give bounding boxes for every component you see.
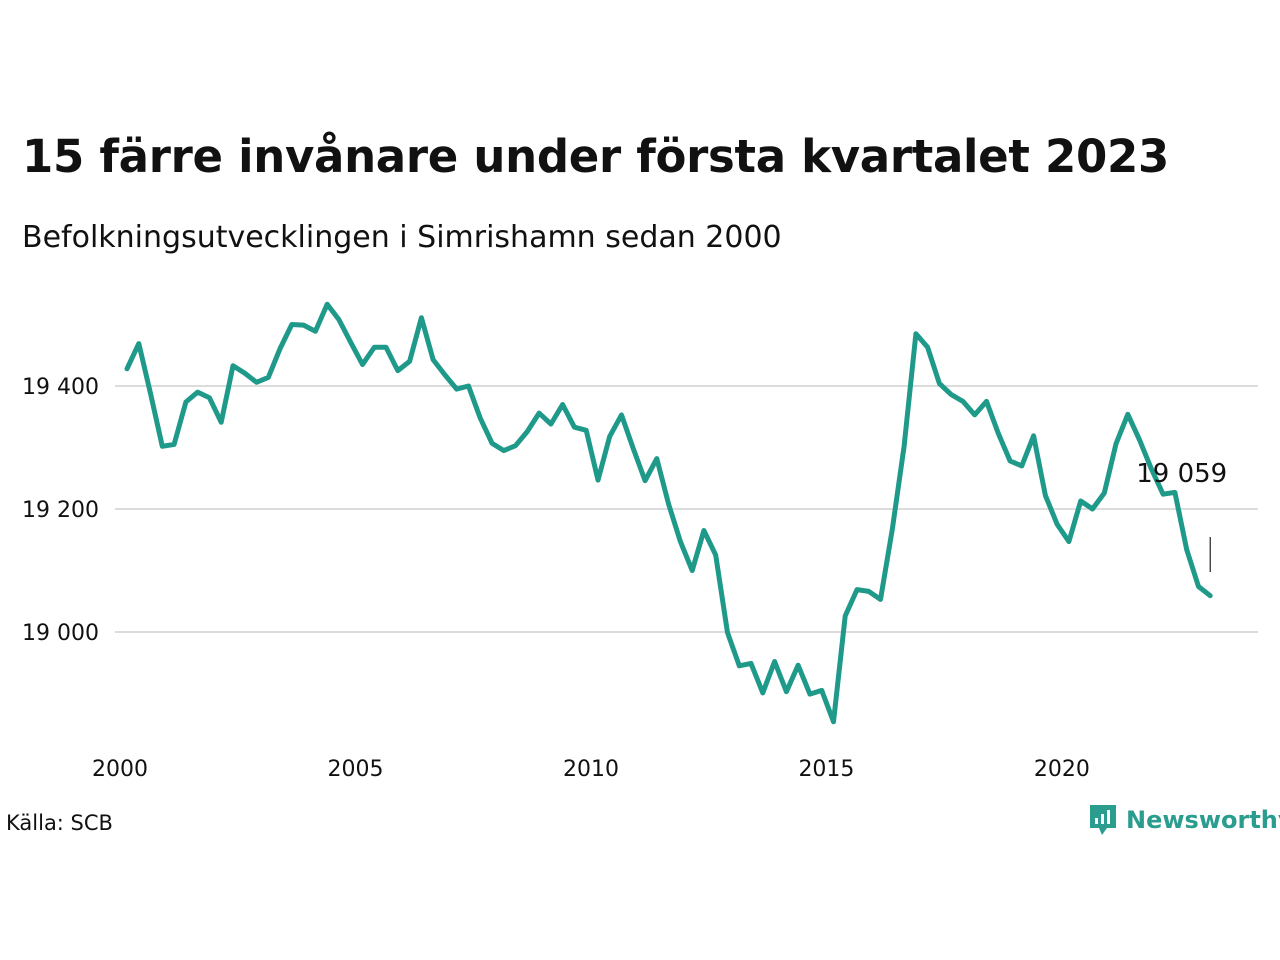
end-value-label: 19 059: [1136, 459, 1227, 489]
source-note: Källa: SCB: [6, 811, 113, 835]
chart-subtitle: Befolkningsutvecklingen i Simrishamn sed…: [22, 220, 782, 255]
brand-logo[interactable]: Newsworthy: [1088, 803, 1280, 837]
newsworthy-logo-icon: [1090, 805, 1116, 835]
y-tick-label: 19 400: [22, 375, 99, 400]
x-tick-label: 2015: [798, 757, 854, 782]
series-line: [124, 301, 1213, 725]
chart-title: 15 färre invånare under första kvartalet…: [22, 130, 1169, 183]
x-axis-ticks: 2000 2005 2010 2015 2020: [92, 757, 1090, 782]
y-axis-ticks: 19 000 19 200 19 400: [22, 375, 99, 646]
y-tick-label: 19 000: [22, 621, 99, 646]
x-tick-label: 2000: [92, 757, 148, 782]
y-tick-label: 19 200: [22, 498, 99, 523]
x-tick-label: 2020: [1034, 757, 1090, 782]
end-label-layer: 19 059: [1136, 459, 1227, 572]
x-tick-label: 2010: [563, 757, 619, 782]
series-line-layer: [124, 301, 1213, 725]
x-tick-label: 2005: [327, 757, 383, 782]
brand-name: Newsworthy: [1126, 806, 1280, 834]
gridlines: [115, 385, 1258, 633]
